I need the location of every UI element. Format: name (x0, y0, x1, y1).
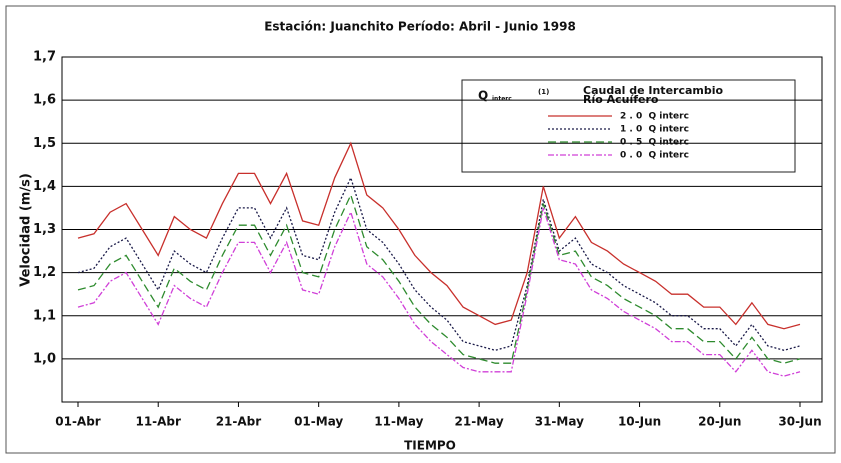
series-line (77, 141, 801, 330)
x-tick-label: 21-May (455, 415, 504, 429)
legend-label: 0 . 0 Q interc (620, 151, 689, 161)
y-tick-label: 1,0 (33, 351, 56, 366)
series-line (77, 193, 801, 364)
legend-heading: Caudal de Intercambio (583, 84, 724, 97)
legend-heading: Río Acuífero (583, 93, 659, 106)
x-tick-label: 11-May (374, 415, 423, 429)
y-tick-label: 1,4 (33, 179, 56, 194)
x-tick-label: 01-Abr (55, 415, 101, 429)
y-tick-label: 1,5 (33, 136, 56, 151)
x-tick-label: 30-Jun (778, 415, 821, 429)
y-tick-label: 1,2 (33, 265, 56, 280)
legend-box (461, 79, 796, 173)
series-line (77, 176, 801, 351)
legend-note: (1) (538, 88, 549, 96)
x-tick-label: 11-Abr (135, 415, 181, 429)
x-tick-label: 31-May (535, 415, 584, 429)
x-tick-label: 01-May (294, 415, 343, 429)
x-tick-label: 21-Abr (216, 415, 262, 429)
legend-label: 1 . 0 Q interc (620, 125, 689, 135)
y-tick-label: 1,1 (33, 308, 56, 323)
x-axis-label: TIEMPO (404, 439, 456, 453)
y-tick-label: 1,3 (33, 222, 56, 237)
legend-label: 2 . 0 Q interc (620, 112, 689, 122)
x-tick-label: 20-Jun (698, 415, 741, 429)
legend-label: 0 . 5 Q interc (620, 138, 689, 148)
series-line (77, 207, 801, 377)
legend-subscript: interc (492, 96, 512, 103)
legend-title: Q (478, 89, 488, 103)
y-tick-label: 1,7 (33, 50, 56, 65)
y-tick-label: 1,6 (33, 93, 56, 108)
plot-frame (61, 56, 823, 403)
chart-title: Estación: Juanchito Período: Abril - Jun… (264, 20, 576, 34)
x-tick-label: 10-Jun (618, 415, 661, 429)
y-axis-label: Velocidad (m/s) (19, 173, 34, 287)
